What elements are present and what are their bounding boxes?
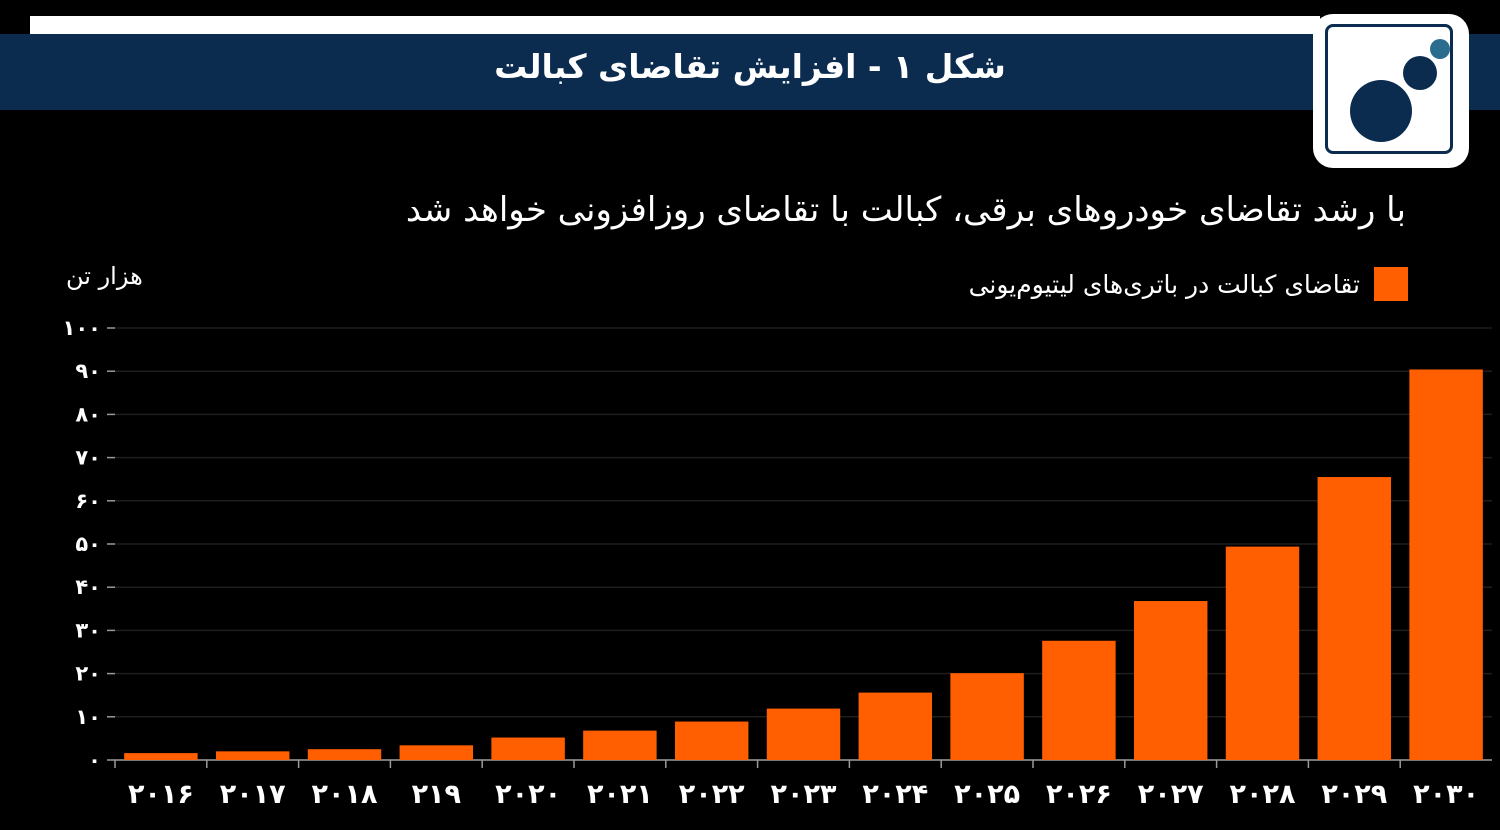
bar [950, 673, 1024, 760]
x-tick-label: ۲۰۲۴ [862, 779, 928, 810]
x-tick-label: ۲۰۱۷ [220, 779, 286, 810]
bar [491, 737, 565, 760]
x-tick-label: ۲۰۲۱ [587, 779, 653, 810]
x-tick-label: ۲۰۲۵ [954, 779, 1020, 810]
bar [766, 708, 841, 760]
x-tick-label: ۲۱۹ [412, 779, 461, 810]
logo [1313, 14, 1469, 168]
bar [1225, 546, 1300, 760]
bar [1133, 601, 1208, 760]
bar [1317, 477, 1392, 760]
page-title-text: شکل ۱ - افزایش تقاضای کبالت [494, 47, 1006, 86]
y-tick-label: ۷۰ [75, 446, 101, 470]
x-tick-label: ۲۰۲۹ [1321, 779, 1387, 810]
y-tick-label: ۶۰ [75, 489, 101, 513]
legend-label: تقاضای کبالت در باتری‌های لیتیوم‌یونی [968, 269, 1360, 299]
y-tick-label: ۳۰ [75, 618, 101, 642]
x-tick-label: ۲۰۲۰ [495, 779, 561, 810]
logo-circles-icon [1350, 39, 1450, 142]
bar [215, 751, 290, 760]
y-tick-label: ۱۰۰ [63, 316, 101, 340]
y-tick-label: ۲۰ [75, 662, 101, 686]
chart-title: با رشد تقاضای خودروهای برقی، کبالت با تق… [405, 190, 1406, 230]
x-tick-label: ۲۰۲۷ [1138, 779, 1204, 810]
x-tick-label: ۲۰۲۳ [771, 779, 837, 810]
x-tick-label: ۲۰۱۶ [128, 779, 194, 810]
legend: تقاضای کبالت در باتری‌های لیتیوم‌یونی [969, 266, 1408, 302]
y-axis-unit-label: هزار تن [66, 262, 143, 290]
bar [307, 749, 382, 760]
page-title: شکل ۱ - افزایش تقاضای کبالت [0, 34, 1500, 100]
x-tick-label: ۲۰۲۶ [1046, 779, 1112, 810]
y-tick-label: ۵۰ [75, 532, 101, 556]
legend-swatch [1374, 267, 1408, 301]
y-tick-label: ۸۰ [75, 402, 101, 426]
bar [1042, 640, 1116, 760]
x-tick-label: ۲۰۱۸ [312, 779, 378, 810]
y-tick-label: ۰ [88, 748, 101, 772]
x-tick-label: ۲۰۲۲ [679, 779, 745, 810]
x-tick-label: ۲۰۳۰ [1413, 779, 1479, 810]
header-band [0, 34, 1500, 110]
bar [858, 692, 933, 760]
logo-frame [1325, 24, 1453, 154]
y-tick-label: ۱۰ [75, 705, 101, 729]
top-strip [30, 16, 1320, 34]
y-tick-label: ۴۰ [75, 575, 101, 599]
bar [399, 745, 474, 760]
y-tick-label: ۹۰ [75, 359, 101, 383]
bar [674, 721, 749, 760]
bar [1409, 369, 1483, 760]
bar [124, 753, 198, 760]
x-tick-label: ۲۰۲۸ [1230, 779, 1296, 810]
bar [583, 730, 657, 760]
